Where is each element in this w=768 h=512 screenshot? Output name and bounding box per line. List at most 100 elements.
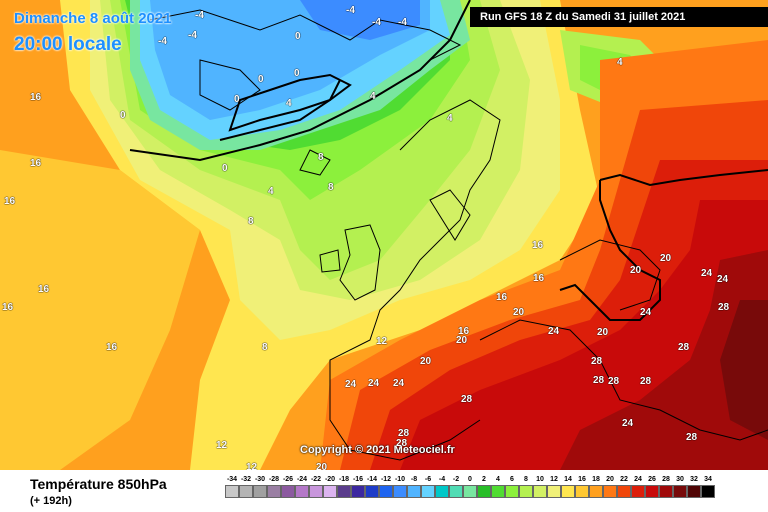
scale-value: -12 [380, 476, 392, 483]
scale-value: 16 [578, 476, 586, 483]
scale-swatch [687, 485, 701, 498]
run-info: Run GFS 18 Z du Samedi 31 juillet 2021 [470, 7, 768, 27]
scale-swatch [477, 485, 491, 498]
isotherm-label: 0 [295, 31, 301, 42]
scale-swatch [589, 485, 603, 498]
scale-step: 8 [519, 475, 533, 500]
temperature-map: Dimanche 8 août 2021 20:00 locale Run GF… [0, 0, 768, 470]
isotherm-label: 24 [717, 274, 729, 285]
scale-swatch [561, 485, 575, 498]
scale-swatch [449, 485, 463, 498]
scale-step: -2 [449, 475, 463, 500]
scale-step: -14 [365, 475, 379, 500]
scale-value: 12 [550, 476, 558, 483]
field-30 [720, 300, 768, 440]
scale-value: -4 [438, 476, 446, 483]
isotherm-label: 20 [456, 335, 468, 346]
scale-swatch [673, 485, 687, 498]
scale-value: 28 [662, 476, 670, 483]
scale-step: -34 [225, 475, 239, 500]
scale-value: 26 [648, 476, 656, 483]
isotherm-label: 28 [461, 394, 473, 405]
scale-step: -26 [281, 475, 295, 500]
isotherm-label: 24 [368, 378, 380, 389]
scale-swatch [267, 485, 281, 498]
scale-swatch [463, 485, 477, 498]
scale-step: 22 [617, 475, 631, 500]
scale-swatch [295, 485, 309, 498]
scale-step: -30 [253, 475, 267, 500]
forecast-date: Dimanche 8 août 2021 [14, 10, 172, 27]
isotherm-label: 16 [532, 240, 544, 251]
scale-step: -20 [323, 475, 337, 500]
isotherm-label: 16 [106, 342, 118, 353]
isotherm-label: 28 [640, 376, 652, 387]
scale-step: 26 [645, 475, 659, 500]
isotherm-label: 8 [318, 152, 324, 163]
isotherm-label: -4 [195, 10, 204, 21]
isotherm-label: 0 [294, 68, 300, 79]
scale-step: -12 [379, 475, 393, 500]
isotherm-label: 20 [630, 265, 642, 276]
scale-step: 20 [603, 475, 617, 500]
scale-swatch [533, 485, 547, 498]
scale-value: -32 [240, 476, 252, 483]
scale-swatch [351, 485, 365, 498]
scale-value: 30 [676, 476, 684, 483]
isotherm-label: -4 [398, 17, 407, 28]
isotherm-label: 4 [268, 186, 274, 197]
isotherm-label: 28 [678, 342, 690, 353]
isotherm-label: 24 [622, 418, 634, 429]
color-scale: -34 -32 -30 -28 -26 -24 -22 -20 -18 -16 -14 -12 -10-… [225, 475, 715, 500]
isotherm-label: 24 [640, 307, 652, 318]
scale-step: 30 [673, 475, 687, 500]
isotherm-label: 8 [262, 342, 268, 353]
scale-value: -2 [452, 476, 460, 483]
scale-value: -34 [226, 476, 238, 483]
isotherm-label: 24 [548, 326, 560, 337]
scale-swatch [309, 485, 323, 498]
scale-step: -24 [295, 475, 309, 500]
scale-swatch [603, 485, 617, 498]
scale-value: 20 [606, 476, 614, 483]
isotherm-label: 24 [701, 268, 713, 279]
scale-value: 10 [536, 476, 544, 483]
scale-step: -18 [337, 475, 351, 500]
isotherm-label: -4 [346, 5, 355, 16]
scale-swatch [337, 485, 351, 498]
scale-step: 34 [701, 475, 715, 500]
scale-step: -8 [407, 475, 421, 500]
scale-swatch [365, 485, 379, 498]
scale-value: 14 [564, 476, 572, 483]
scale-step: 32 [687, 475, 701, 500]
scale-value: -10 [394, 476, 406, 483]
scale-value: -16 [352, 476, 364, 483]
field-16-west [0, 150, 200, 470]
scale-value: 6 [510, 476, 514, 483]
scale-step: -22 [309, 475, 323, 500]
scale-value: -8 [410, 476, 418, 483]
scale-swatch [393, 485, 407, 498]
scale-value: 34 [704, 476, 712, 483]
legend-bar: Température 850hPa (+ 192h) -34 -32 -30 -28… [0, 470, 768, 512]
isotherm-label: 12 [216, 440, 228, 451]
isotherm-label: 4 [617, 57, 623, 68]
scale-swatch [407, 485, 421, 498]
scale-value: -20 [324, 476, 336, 483]
scale-swatch [435, 485, 449, 498]
isotherm-label: 20 [420, 356, 432, 367]
isotherm-label: 0 [222, 163, 228, 174]
contour-lines [129, 0, 768, 321]
scale-swatch [645, 485, 659, 498]
scale-step: 24 [631, 475, 645, 500]
scale-step: -32 [239, 475, 253, 500]
scale-step: 14 [561, 475, 575, 500]
contour-neg4 [228, 73, 352, 132]
isotherm-label: 16 [4, 196, 16, 207]
scale-swatch [379, 485, 393, 498]
scale-step: -4 [435, 475, 449, 500]
scale-swatch [253, 485, 267, 498]
isotherm-label: 20 [597, 327, 609, 338]
scale-value: -18 [338, 476, 350, 483]
isotherm-label: 0 [120, 110, 126, 121]
